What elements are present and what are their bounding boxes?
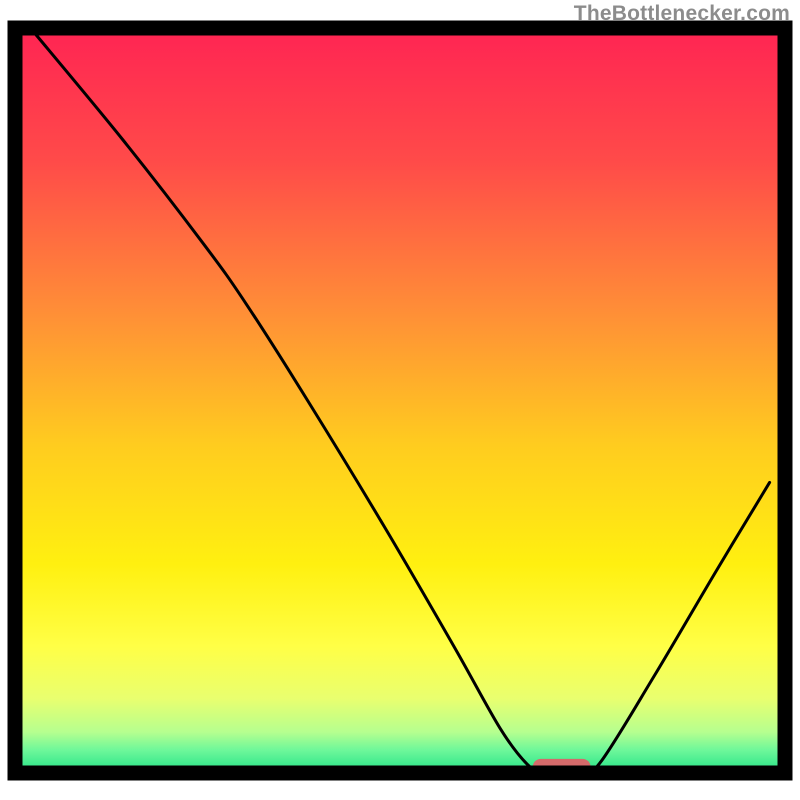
plot-background xyxy=(15,28,785,773)
watermark-text: TheBottlenecker.com xyxy=(574,2,790,26)
bottleneck-chart xyxy=(0,0,800,800)
